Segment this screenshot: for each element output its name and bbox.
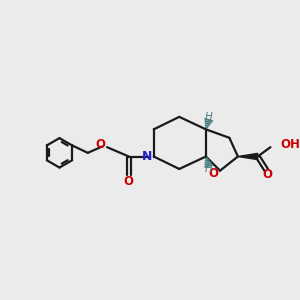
Text: H: H bbox=[205, 112, 213, 122]
Text: N: N bbox=[142, 150, 153, 163]
Polygon shape bbox=[238, 153, 258, 160]
Text: O: O bbox=[96, 138, 106, 151]
Text: O: O bbox=[262, 168, 272, 182]
Text: O: O bbox=[208, 167, 218, 180]
Text: O: O bbox=[124, 175, 134, 188]
Text: OH: OH bbox=[280, 138, 300, 152]
Text: H: H bbox=[205, 164, 213, 174]
